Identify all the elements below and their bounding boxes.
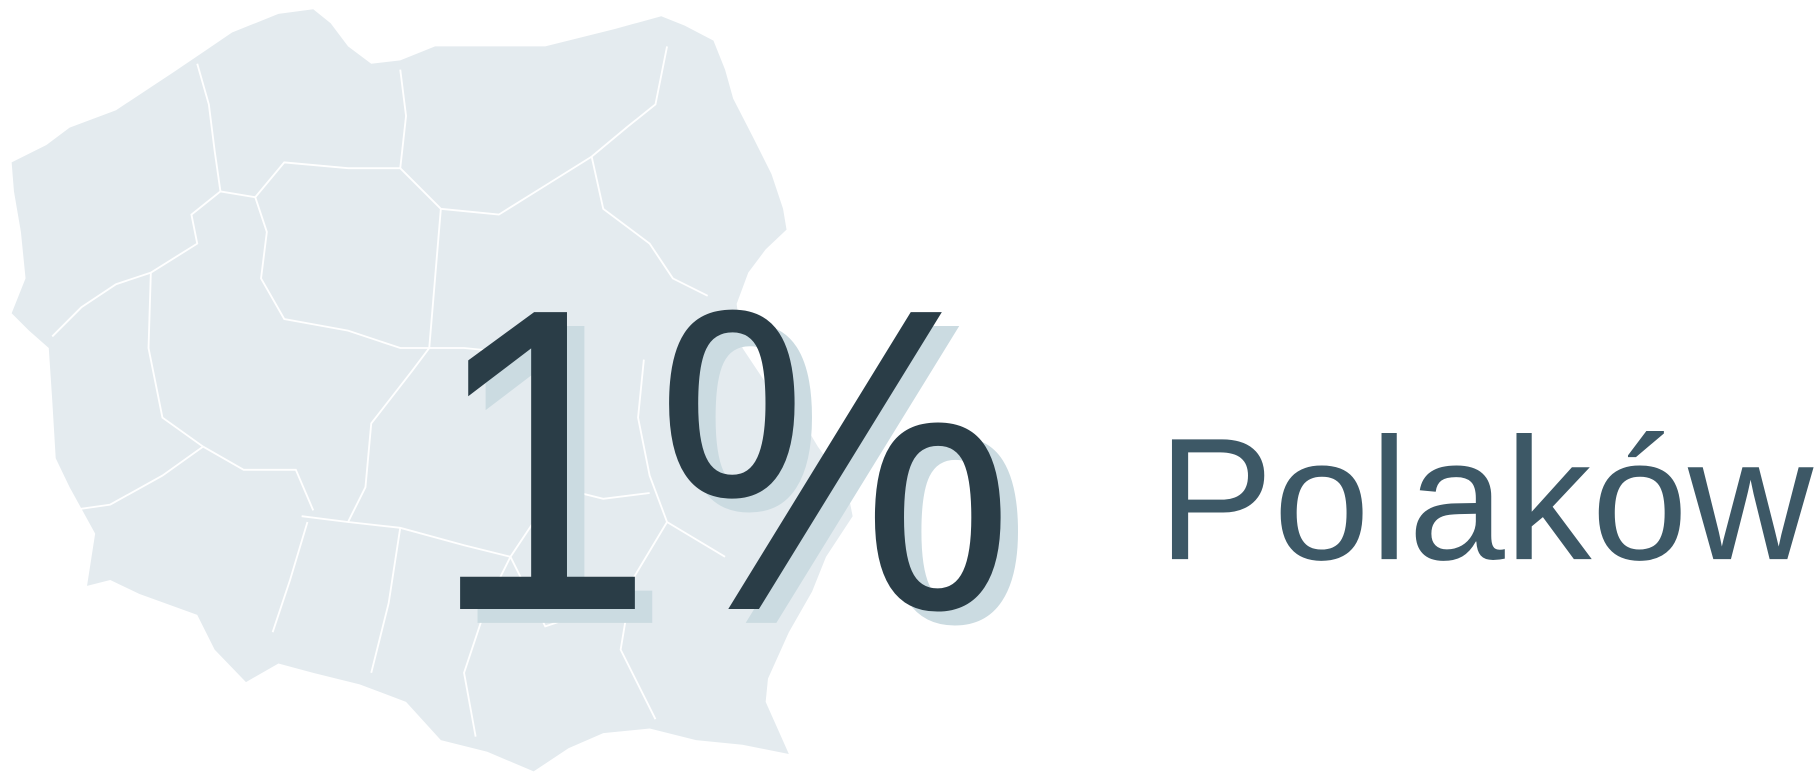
region-border — [619, 521, 668, 720]
region-border — [590, 156, 709, 297]
region-border — [254, 196, 523, 355]
region-border — [301, 208, 442, 524]
region-borders — [51, 46, 726, 737]
stat-value-shadow: 1% — [447, 233, 1033, 715]
region-border — [271, 521, 309, 633]
region-border — [69, 445, 204, 512]
region-border — [509, 556, 622, 628]
region-border — [637, 359, 726, 558]
region-border — [463, 556, 512, 737]
region-border — [196, 63, 407, 199]
poland-map — [11, 9, 853, 772]
region-border — [399, 46, 668, 216]
region-border — [370, 527, 402, 674]
stat-value: 1% — [429, 219, 1015, 701]
stat-label: Polaków — [1158, 401, 1815, 596]
map-outline — [11, 9, 853, 772]
